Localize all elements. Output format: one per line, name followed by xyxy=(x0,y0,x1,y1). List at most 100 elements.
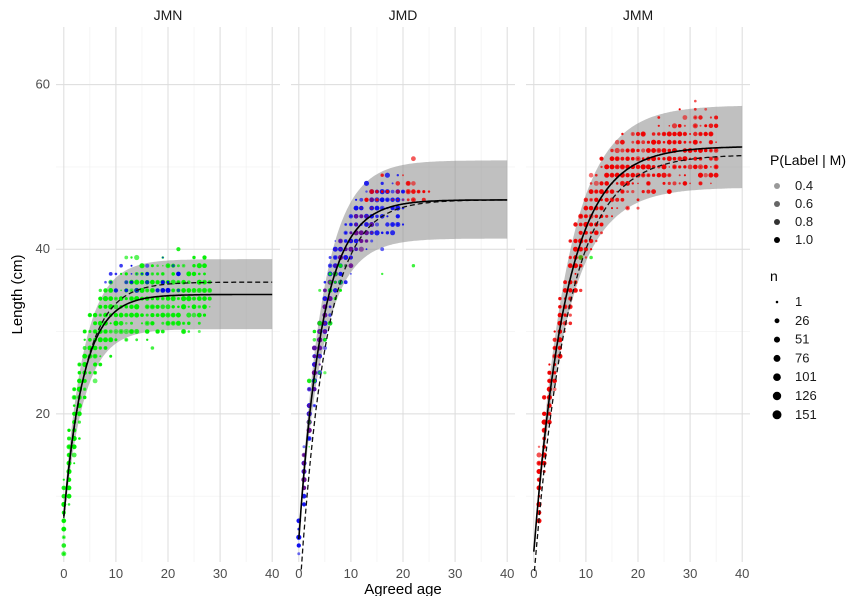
data-point xyxy=(590,198,593,201)
data-point xyxy=(698,181,703,186)
data-point xyxy=(536,460,542,466)
data-point xyxy=(569,256,572,259)
x-tick-label: 20 xyxy=(396,566,410,581)
data-point xyxy=(568,288,573,293)
data-point xyxy=(611,207,613,210)
data-point xyxy=(365,223,368,226)
data-point xyxy=(125,338,128,342)
data-point xyxy=(704,107,708,111)
data-point xyxy=(78,388,81,391)
data-point xyxy=(411,181,416,186)
data-point xyxy=(302,445,306,449)
data-point xyxy=(124,280,129,285)
data-point xyxy=(694,99,697,103)
data-point xyxy=(144,329,150,334)
data-point xyxy=(605,174,608,177)
data-point xyxy=(161,297,164,300)
data-point xyxy=(98,305,102,309)
data-point xyxy=(651,132,656,136)
data-point xyxy=(88,371,92,375)
data-point xyxy=(709,149,713,152)
data-point xyxy=(344,223,348,226)
data-point xyxy=(364,180,369,186)
data-point xyxy=(359,197,364,202)
data-point xyxy=(375,190,379,193)
data-point xyxy=(62,478,65,481)
data-point xyxy=(317,321,323,326)
legend-title: n xyxy=(770,268,778,284)
data-point xyxy=(348,246,354,252)
data-point xyxy=(646,181,651,185)
data-point xyxy=(693,157,697,161)
data-point xyxy=(359,231,364,235)
data-point xyxy=(395,181,401,186)
data-point xyxy=(641,190,645,194)
fit-curve-solid xyxy=(533,146,743,552)
data-point xyxy=(678,174,681,177)
data-point xyxy=(386,198,389,202)
data-point xyxy=(595,173,598,177)
data-point xyxy=(93,321,98,326)
legend-key xyxy=(773,336,781,343)
data-point xyxy=(150,313,155,317)
data-point xyxy=(306,378,312,384)
data-point xyxy=(579,214,583,218)
data-point xyxy=(312,329,317,334)
data-point xyxy=(594,231,598,235)
data-point xyxy=(667,181,671,185)
data-point xyxy=(620,139,625,145)
data-point xyxy=(135,330,138,333)
x-tick-label: 30 xyxy=(448,566,462,581)
data-point xyxy=(83,379,87,383)
data-point xyxy=(83,329,87,334)
legend-label: 51 xyxy=(795,332,809,347)
data-point xyxy=(181,288,186,293)
data-point xyxy=(548,363,551,366)
legend-label: 76 xyxy=(795,350,809,365)
data-point xyxy=(160,280,165,285)
data-point xyxy=(427,190,431,193)
data-point xyxy=(692,139,698,145)
data-point xyxy=(621,190,624,193)
data-point xyxy=(202,296,207,301)
data-point xyxy=(145,263,150,268)
data-point xyxy=(558,305,562,309)
x-axis-title: Agreed age xyxy=(364,581,442,596)
data-point xyxy=(129,280,134,284)
data-point xyxy=(93,354,97,358)
data-point xyxy=(334,240,337,242)
data-point xyxy=(77,371,81,375)
data-point xyxy=(626,165,629,169)
data-point xyxy=(83,338,86,341)
data-point xyxy=(187,297,191,300)
data-point xyxy=(662,157,666,161)
data-point xyxy=(192,264,196,268)
data-point xyxy=(406,181,410,186)
data-point xyxy=(350,273,352,275)
data-point xyxy=(98,296,103,301)
data-point xyxy=(380,247,385,252)
data-point xyxy=(318,354,322,358)
data-point xyxy=(668,125,671,127)
data-point xyxy=(416,189,421,194)
data-point xyxy=(338,263,343,268)
data-point xyxy=(104,280,107,284)
data-point xyxy=(114,322,117,325)
data-point xyxy=(693,131,698,137)
data-point xyxy=(88,346,91,350)
data-point xyxy=(156,264,159,268)
data-point xyxy=(699,124,702,127)
data-point xyxy=(704,133,707,135)
data-point xyxy=(160,312,166,318)
data-point xyxy=(162,264,164,267)
fit-curve-solid xyxy=(63,293,273,517)
data-point xyxy=(308,437,311,440)
data-point xyxy=(385,231,390,235)
legend-label: 0.4 xyxy=(795,178,813,193)
data-point xyxy=(123,328,129,335)
data-point xyxy=(334,280,337,284)
data-point xyxy=(694,116,697,119)
data-point xyxy=(140,322,144,325)
data-point xyxy=(202,255,207,260)
data-point xyxy=(181,296,186,301)
